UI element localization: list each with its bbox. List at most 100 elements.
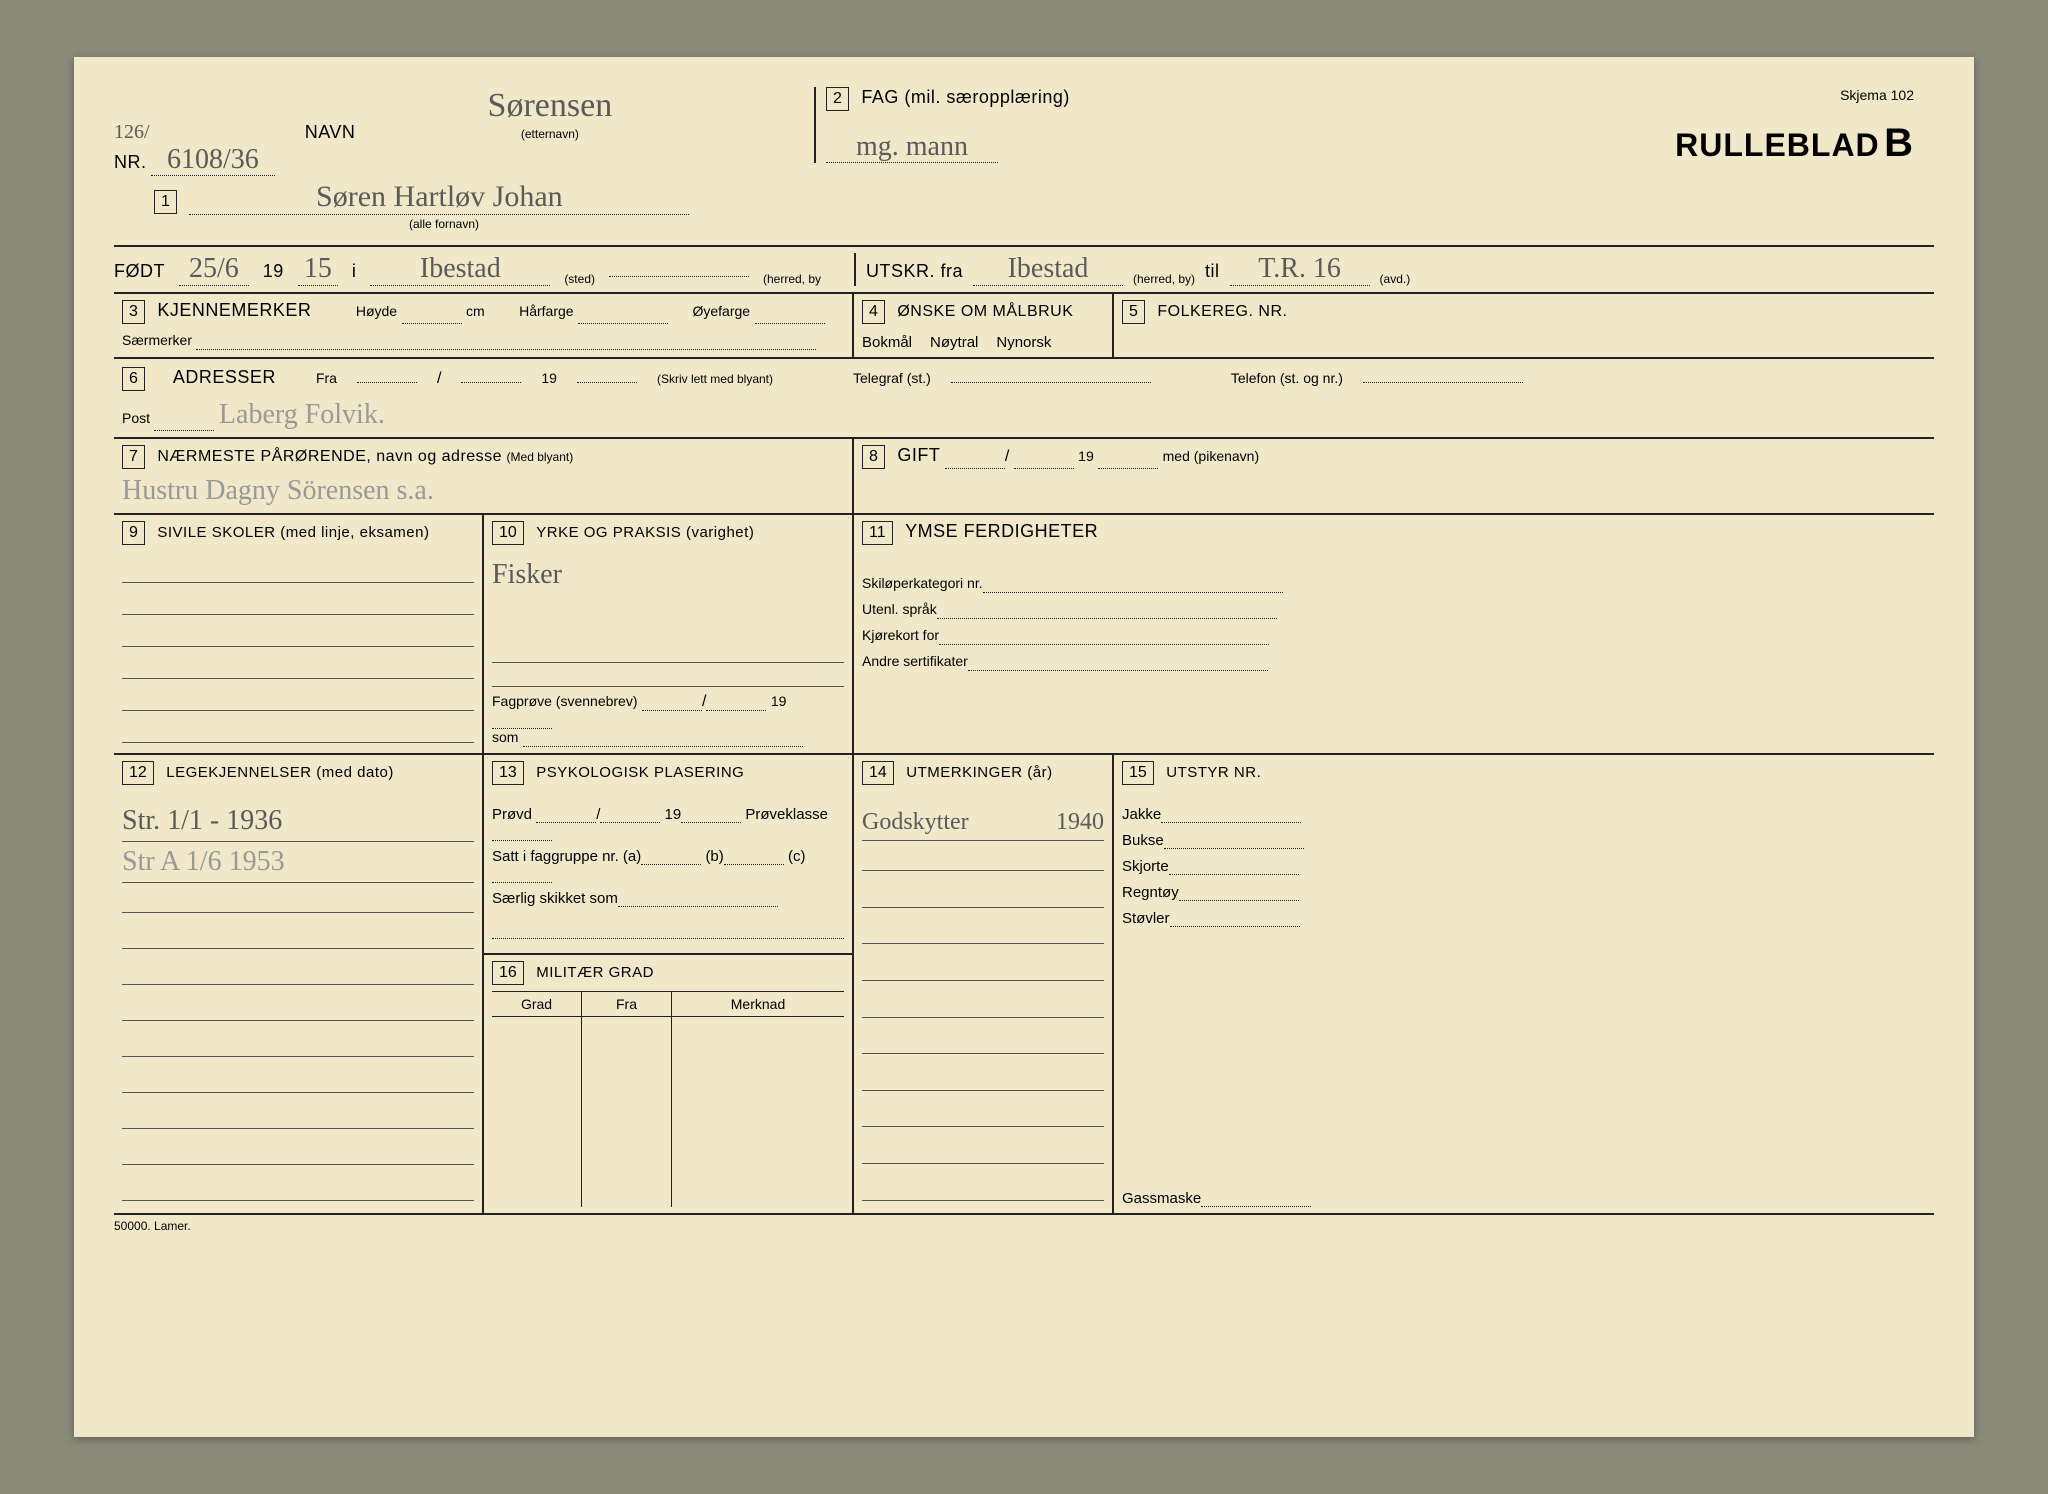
b-label: (b) (705, 848, 723, 865)
box-2: 2 (826, 87, 849, 111)
nynorsk: Nynorsk (996, 334, 1051, 351)
box-8: 8 (862, 445, 885, 469)
fodt-label: FØDT (114, 261, 165, 282)
sec3-label: KJENNEMERKER (157, 300, 311, 320)
fag-label: FAG (mil. særopplæring) (861, 87, 1070, 107)
provd-label: Prøvd (492, 806, 532, 823)
sec9-label: SIVILE SKOLER (med linje, eksamen) (157, 524, 429, 541)
box-15: 15 (1122, 761, 1154, 785)
row-6: 6 ADRESSER Fra / 19 (Skriv lett med blya… (114, 359, 1934, 439)
gassmaske-label: Gassmaske (1122, 1190, 1201, 1207)
row-3-4-5: 3 KJENNEMERKER Høyde cm Hårfarge Øyefarg… (114, 294, 1934, 359)
avd-sub: (avd.) (1380, 272, 1411, 286)
som-label: som (492, 729, 518, 745)
noytral: Nøytral (930, 334, 978, 351)
stovler-label: Støvler (1122, 910, 1170, 927)
jakke-label: Jakke (1122, 806, 1161, 823)
saermerker-label: Særmerker (122, 332, 192, 348)
sec6-hint: (Skriv lett med blyant) (657, 372, 773, 386)
sec5-label: FOLKEREG. NR. (1157, 303, 1287, 320)
row-7-8: 7 NÆRMESTE PÅRØRENDE, navn og adresse (M… (114, 439, 1934, 515)
cm-label: cm (466, 303, 485, 319)
box-10: 10 (492, 521, 524, 545)
med-label: med (pikenavn) (1163, 448, 1260, 464)
c-label: (c) (788, 848, 806, 865)
etternavn-sub: (etternavn) (521, 127, 579, 141)
hoyde-label: Høyde (356, 303, 397, 319)
box-3: 3 (122, 300, 145, 324)
sert-label: Andre sertifikater (862, 653, 968, 669)
sec11-label: YMSE FERDIGHETER (905, 521, 1098, 541)
fag-value: mg. mann (826, 131, 998, 163)
sec15-label: UTSTYR NR. (1166, 764, 1261, 781)
fra-col: Fra (582, 992, 672, 1016)
year-prefix-6: 19 (541, 370, 557, 386)
telegraf-label: Telegraf (st.) (853, 370, 931, 386)
grad-col: Grad (492, 992, 582, 1016)
fodt-year: 15 (298, 253, 338, 286)
i-label: i (352, 261, 357, 282)
nr-top: 126/ (114, 121, 275, 144)
form-title: RULLEBLAD (1675, 127, 1880, 163)
header-section2: 2 FAG (mil. særopplæring) mg. mann (814, 87, 1134, 163)
footer-note: 50000. Lamer. (114, 1219, 1934, 1233)
bokmal: Bokmål (862, 334, 912, 351)
box-4: 4 (862, 300, 885, 324)
box-6: 6 (122, 367, 145, 391)
box-13: 13 (492, 761, 524, 785)
fodt-dm: 25/6 (179, 253, 249, 286)
fornavn-sub: (alle fornavn) (409, 217, 479, 231)
harfarge-label: Hårfarge (519, 303, 573, 319)
row-9-10-11: 9 SIVILE SKOLER (med linje, eksamen) 10 … (114, 515, 1934, 755)
box-12: 12 (122, 761, 154, 785)
fagprove-label: Fagprøve (svennebrev) (492, 693, 638, 709)
year-prefix-10: 19 (771, 693, 787, 709)
regntoy-label: Regntøy (1122, 884, 1179, 901)
utskr-label: UTSKR. fra (866, 261, 963, 282)
fodt-century: 19 (263, 261, 284, 282)
box-9: 9 (122, 521, 145, 545)
sted-sub: (sted) (564, 272, 595, 286)
sted-value: Ibestad (420, 253, 501, 284)
sec14-value: Godskytter (862, 809, 969, 836)
box-1: 1 (154, 190, 177, 214)
telefon-label: Telefon (st. og nr.) (1231, 370, 1343, 386)
box-5: 5 (1122, 300, 1145, 324)
skjorte-label: Skjorte (1122, 858, 1169, 875)
box-11: 11 (862, 521, 893, 545)
saerlig-label: Særlig skikket som (492, 890, 618, 907)
ski-label: Skiløperkategori nr. (862, 575, 983, 591)
sec14-label: UTMERKINGER (år) (906, 764, 1052, 781)
post-value: Laberg Folvik. (219, 399, 385, 430)
sec16-label: MILITÆR GRAD (536, 964, 654, 981)
oyefarge-label: Øyefarge (692, 303, 750, 319)
sprak-label: Utenl. språk (862, 601, 937, 617)
utskr-herred-sub: (herred, by) (1133, 272, 1195, 286)
record-card: 126/ NR. 6108/36 NAVN Sørensen (etternav… (74, 57, 1974, 1437)
box-14: 14 (862, 761, 894, 785)
header-row2: FØDT 25/6 19 15 i Ibestad (sted) (herred,… (114, 247, 1934, 294)
nr-value: 6108/36 (151, 144, 275, 176)
sec8-label: GIFT (897, 445, 940, 465)
header-left: 126/ NR. 6108/36 NAVN Sørensen (etternav… (114, 87, 794, 233)
year-prefix-8: 19 (1078, 448, 1094, 464)
proveklasse-label: Prøveklasse (745, 806, 828, 823)
box-16: 16 (492, 961, 524, 985)
til-label: til (1205, 261, 1220, 282)
form-title-suffix: B (1884, 121, 1914, 165)
box-7: 7 (122, 445, 145, 469)
row-12-16: 12 LEGEKJENNELSER (med dato) Str. 1/1 - … (114, 755, 1934, 1215)
sec6-label: ADRESSER (173, 367, 276, 388)
navn-label: NAVN (305, 122, 356, 142)
skjema-label: Skjema 102 (1154, 87, 1914, 103)
post-label: Post (122, 410, 150, 426)
korekort-label: Kjørekort for (862, 627, 939, 643)
sec4-label: ØNSKE OM MÅLBRUK (897, 303, 1073, 320)
sec14-year: 1940 (1056, 809, 1104, 836)
sec12-label: LEGEKJENNELSER (med dato) (166, 764, 394, 781)
sec7-label: NÆRMESTE PÅRØRENDE, navn og adresse (157, 448, 502, 465)
nr-label: NR. (114, 152, 147, 172)
til-value: T.R. 16 (1258, 253, 1341, 284)
header-row1: 126/ NR. 6108/36 NAVN Sørensen (etternav… (114, 87, 1934, 247)
etternavn-value: Sørensen (488, 87, 613, 124)
